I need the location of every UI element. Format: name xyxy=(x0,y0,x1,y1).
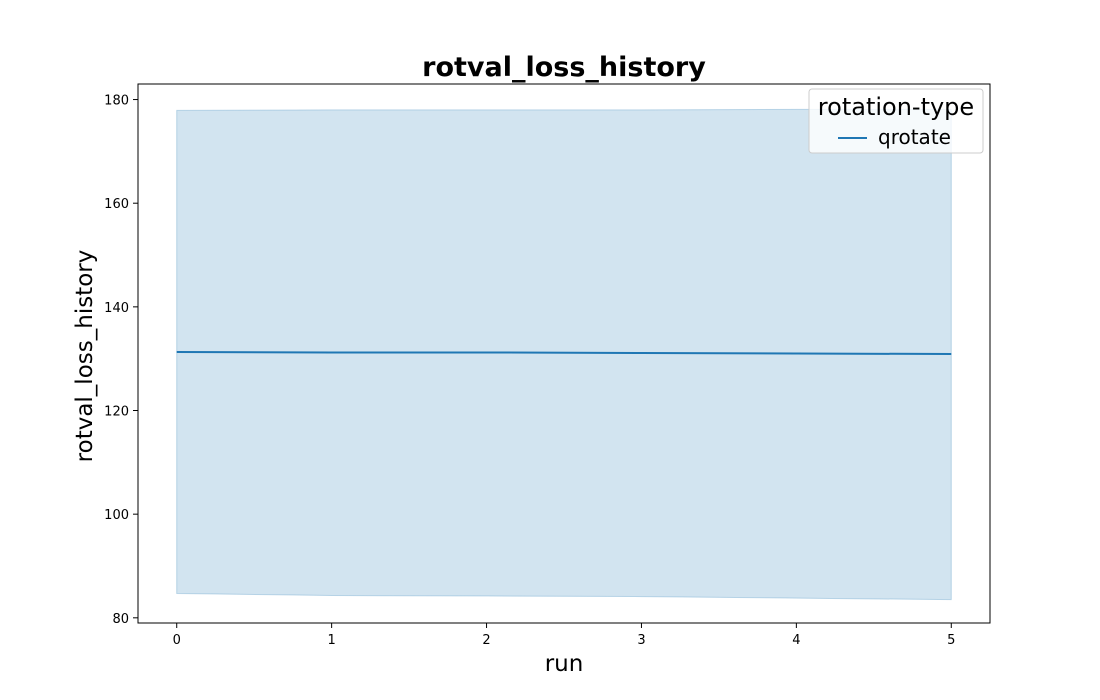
legend: rotation-type qrotate xyxy=(808,88,984,154)
plot-frame xyxy=(137,83,991,624)
x-tick-label: 3 xyxy=(637,633,645,648)
legend-title: rotation-type xyxy=(818,93,974,121)
y-axis-label: rotval_loss_history xyxy=(72,250,98,463)
x-axis-label: run xyxy=(545,651,584,677)
plot-area xyxy=(176,108,952,601)
y-tick-label: 160 xyxy=(104,197,129,212)
x-tick-label: 0 xyxy=(173,633,181,648)
chart-title: rotval_loss_history xyxy=(422,52,706,83)
legend-label-qrotate: qrotate xyxy=(878,125,951,149)
x-tick-label: 5 xyxy=(947,633,955,648)
x-axis: 0 1 2 3 4 5 xyxy=(173,623,955,648)
y-tick-label: 80 xyxy=(112,612,129,627)
x-tick-label: 4 xyxy=(792,633,800,648)
y-axis: 80 100 120 140 160 180 xyxy=(104,94,138,627)
y-tick-label: 100 xyxy=(104,508,129,523)
series-line-qrotate xyxy=(176,350,952,356)
y-tick-label: 120 xyxy=(104,405,129,420)
x-tick-label: 2 xyxy=(482,633,490,648)
y-tick-label: 140 xyxy=(104,301,129,316)
x-tick-label: 1 xyxy=(327,633,335,648)
confidence-band-qrotate xyxy=(176,108,952,601)
y-tick-label: 180 xyxy=(104,94,129,109)
